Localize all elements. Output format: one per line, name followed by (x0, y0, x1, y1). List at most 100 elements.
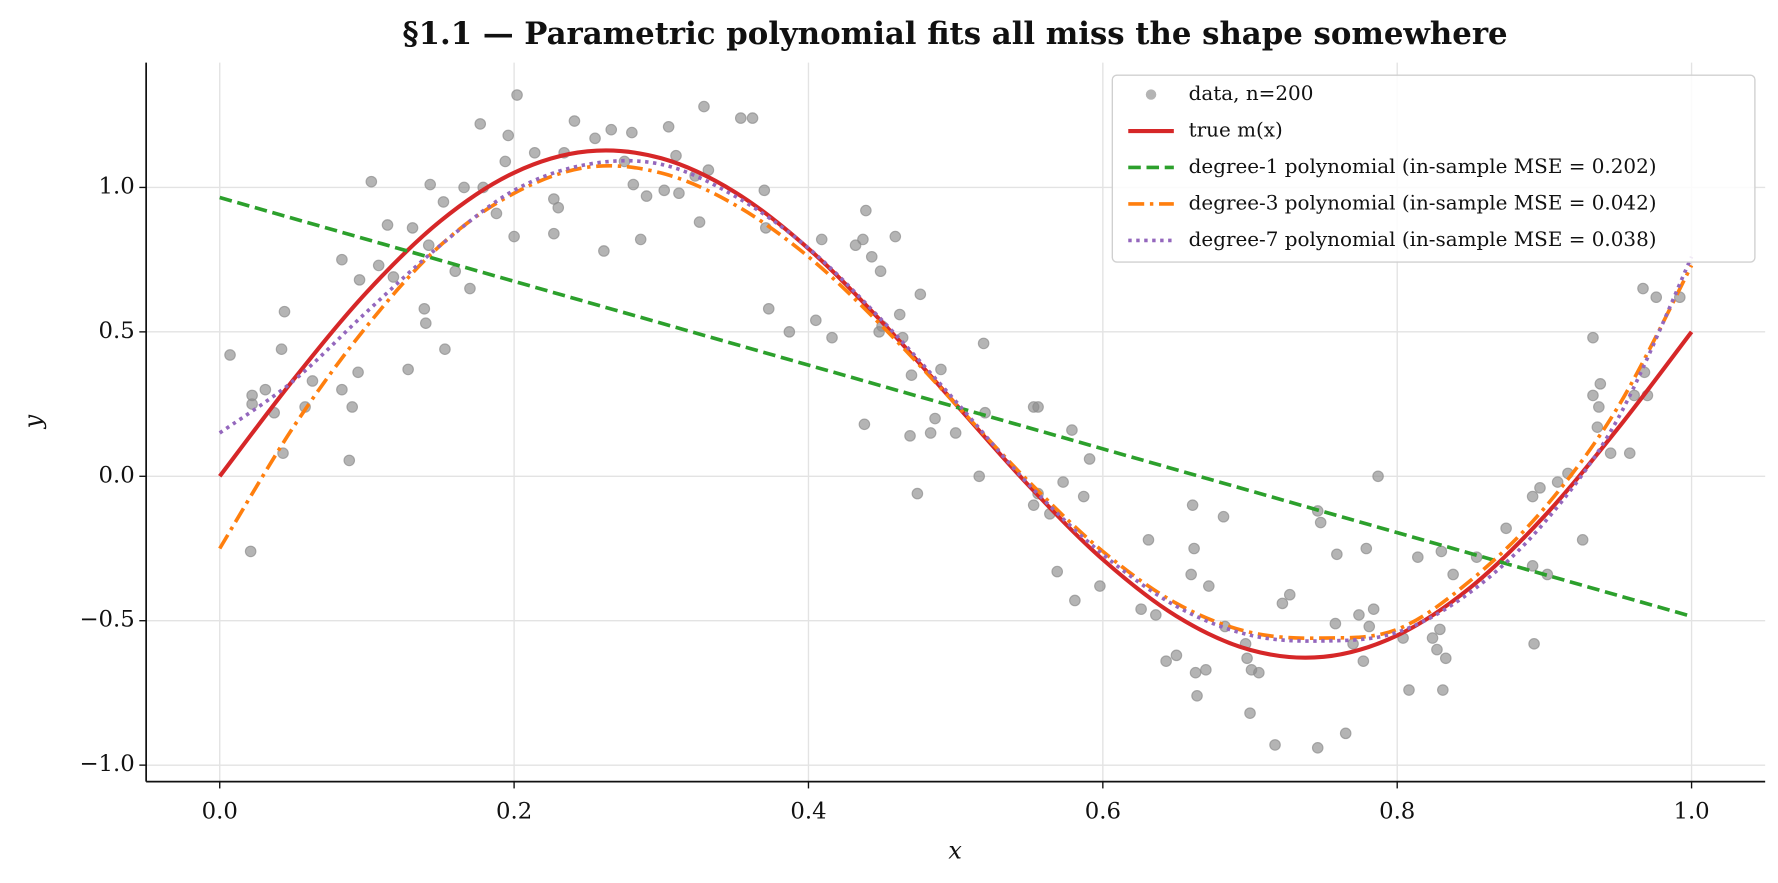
data-point (1314, 516, 1327, 529)
data-point (1170, 649, 1183, 662)
data-point (640, 190, 653, 202)
data-point (439, 343, 451, 356)
legend-marker (1145, 89, 1157, 100)
data-point (502, 129, 515, 142)
data-point (1587, 331, 1599, 344)
data-point (1604, 447, 1617, 459)
data-point (904, 430, 916, 442)
y-tick-label: 0.0 (99, 462, 135, 488)
data-point (490, 207, 503, 220)
data-point (1551, 476, 1564, 488)
x-axis-label: x (948, 837, 962, 865)
data-point (449, 265, 462, 278)
data-point (1439, 652, 1452, 665)
data-point (1083, 453, 1096, 465)
data-point (1594, 378, 1607, 390)
data-point (1186, 499, 1199, 511)
y-axis-label: y (19, 414, 47, 429)
data-point (1329, 617, 1342, 630)
data-point (1311, 741, 1324, 754)
data-point (905, 369, 918, 382)
data-point (977, 337, 990, 350)
data-point (865, 250, 878, 263)
data-point (352, 366, 364, 379)
data-point (1347, 638, 1359, 650)
data-point (693, 216, 706, 228)
data-point (1339, 727, 1352, 740)
data-point (1587, 389, 1599, 402)
data-point (1331, 548, 1343, 561)
data-point (860, 204, 872, 217)
data-point (336, 253, 348, 266)
data-point (911, 487, 924, 500)
data-point (1283, 588, 1296, 601)
data-point (1526, 560, 1539, 572)
data-point (670, 149, 682, 162)
data-point (605, 123, 618, 136)
data-point (278, 305, 291, 318)
data-point (815, 233, 828, 246)
data-point (1357, 655, 1370, 667)
data-point (381, 219, 394, 231)
x-tick-label: 0.6 (1085, 798, 1121, 824)
data-point (598, 245, 610, 257)
data-point (889, 230, 902, 243)
data-point (1367, 603, 1380, 615)
data-point (857, 233, 869, 246)
data-point (343, 454, 356, 467)
data-point (893, 308, 906, 321)
x-tick-label: 0.4 (790, 798, 826, 824)
data-point (1403, 684, 1415, 696)
data-point (858, 418, 871, 431)
legend-box (1111, 74, 1756, 263)
data-point (658, 184, 671, 197)
data-point (935, 363, 947, 376)
data-point (1276, 597, 1289, 610)
x-tick-label: 0.0 (202, 798, 238, 824)
data-point (826, 331, 838, 344)
data-point (1160, 655, 1172, 667)
data-point (353, 274, 366, 286)
data-point (458, 181, 470, 194)
data-point (1253, 666, 1265, 679)
data-point (1447, 568, 1459, 581)
data-point (1431, 643, 1443, 656)
data-point (1244, 707, 1256, 719)
data-point (1528, 638, 1540, 650)
data-point (1200, 664, 1212, 676)
legend-label: data, n=200 (1189, 82, 1314, 105)
data-point (1185, 568, 1197, 581)
x-tick-label: 0.8 (1379, 798, 1415, 824)
data-point (275, 343, 288, 356)
data-point (1135, 603, 1147, 615)
data-point (464, 282, 476, 295)
data-point (1576, 534, 1589, 546)
data-point (1411, 551, 1424, 563)
data-point (673, 187, 685, 200)
data-point (1434, 623, 1446, 636)
data-point (244, 545, 257, 558)
y-tick-label: −0.5 (79, 607, 134, 633)
data-point (1202, 580, 1215, 592)
data-point (306, 375, 319, 387)
data-point (698, 100, 710, 113)
data-point (336, 383, 348, 396)
data-point (508, 230, 520, 243)
data-point (1637, 282, 1649, 295)
data-point (873, 326, 885, 338)
y-tick-label: 1.0 (99, 173, 135, 199)
data-point (734, 112, 747, 124)
x-tick-label: 0.2 (496, 798, 532, 824)
data-point (589, 132, 601, 145)
data-point (662, 120, 675, 133)
data-point (1142, 534, 1155, 546)
data-point (1534, 482, 1546, 494)
data-point (1217, 510, 1230, 523)
data-point (1094, 580, 1106, 592)
data-point (626, 126, 638, 139)
data-point (402, 363, 414, 376)
data-point (224, 349, 236, 361)
data-point (1241, 652, 1253, 665)
data-point (1435, 545, 1448, 558)
data-point (1051, 565, 1064, 578)
